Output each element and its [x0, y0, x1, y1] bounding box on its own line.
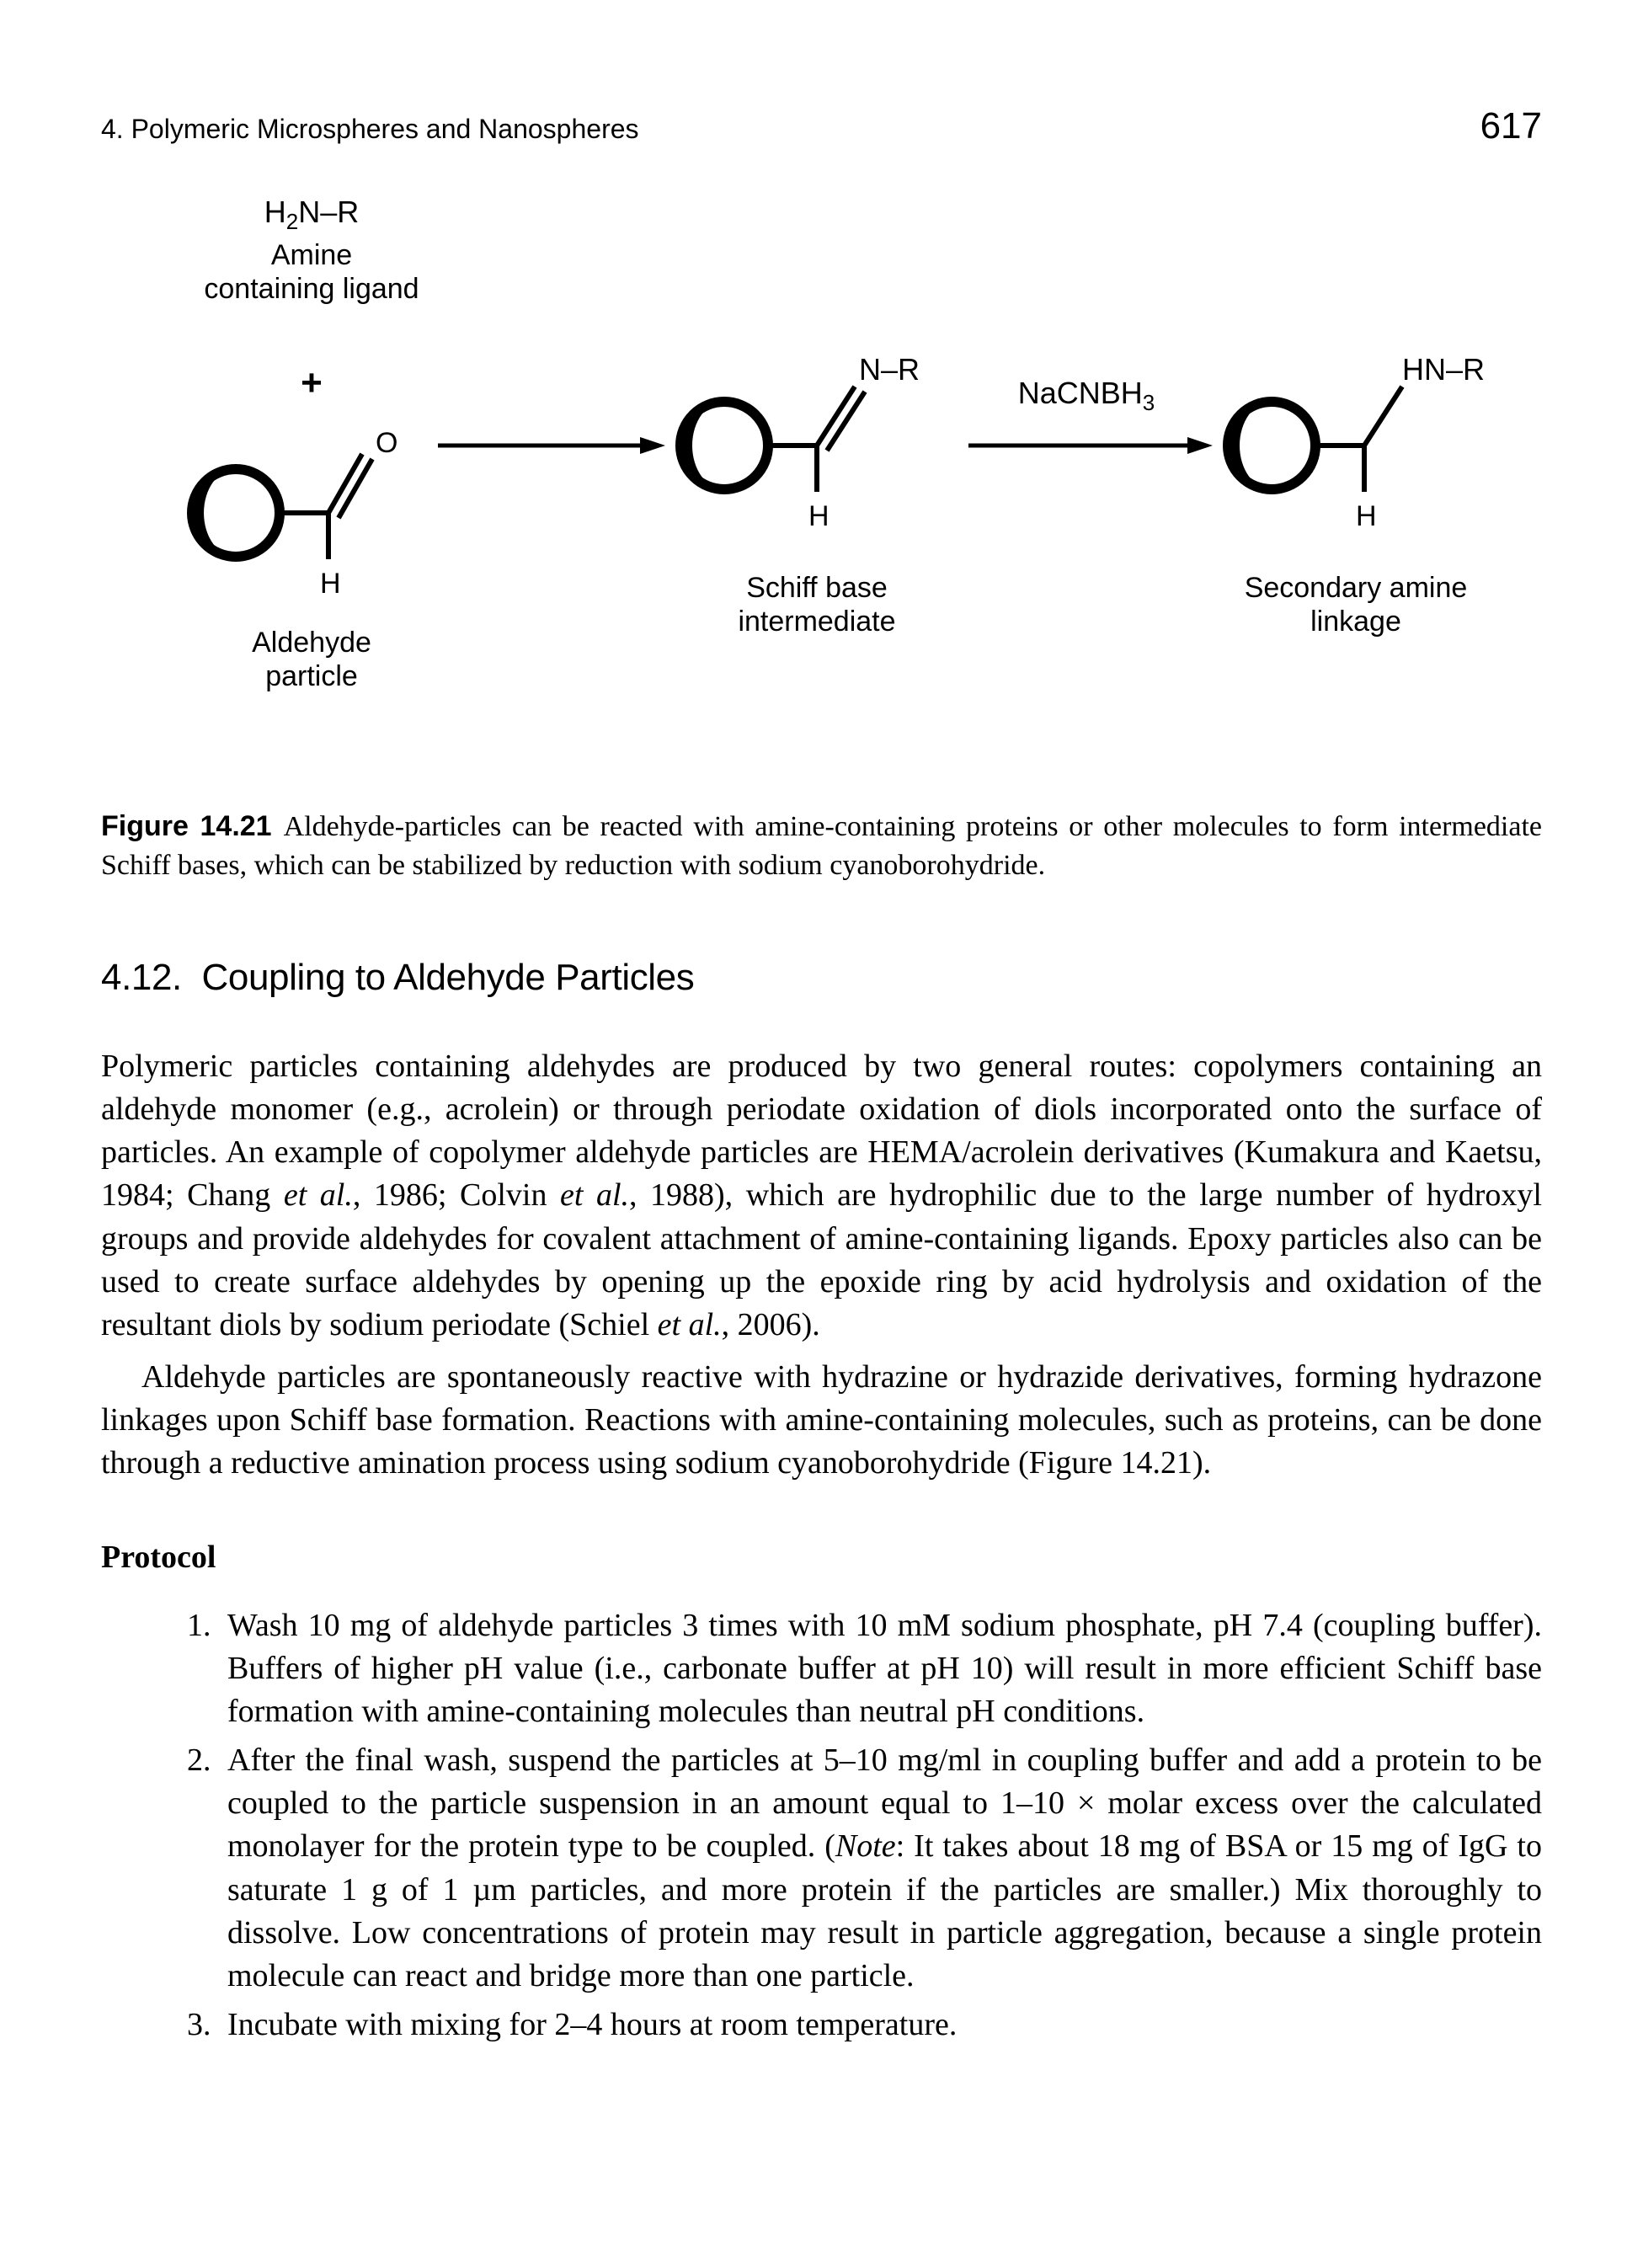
ald-label-2: particle — [265, 660, 358, 692]
amine-label-1: Amine — [271, 239, 352, 271]
plus-sign: + — [301, 362, 323, 403]
body-para-2: Aldehyde particles are spontaneously rea… — [101, 1356, 1542, 1486]
reagent-label: NaCNBH3 — [1018, 376, 1155, 415]
prod-label-2: linkage — [1310, 606, 1401, 638]
ald-h: H — [320, 568, 341, 600]
body-para-1: Polymeric particles containing aldehydes… — [101, 1045, 1542, 1347]
amine-formula: H2N–R — [264, 195, 360, 234]
arrow-1 — [438, 437, 665, 454]
ald-o: O — [376, 427, 397, 459]
aldehyde-particle: O H Aldehyde particle — [192, 427, 397, 692]
figure-caption: Figure 14.21Aldehyde-particles can be re… — [101, 808, 1542, 885]
running-head-left: 4. Polymeric Microspheres and Nanosphere… — [101, 111, 639, 147]
protocol-heading: Protocol — [101, 1536, 1542, 1579]
arrow-2: NaCNBH3 — [968, 376, 1213, 454]
amine-block: H2N–R Amine containing ligand — [204, 195, 419, 305]
protocol-list: Wash 10 mg of aldehyde particles 3 times… — [101, 1604, 1542, 2047]
section-number: 4.12. — [101, 957, 182, 998]
prod-hnr: HN–R — [1402, 352, 1485, 387]
schiff-base: N–R H Schiff base intermediate — [680, 352, 920, 638]
prod-h: H — [1356, 500, 1377, 532]
amine-label-2: containing ligand — [204, 273, 419, 305]
prod-label-1: Secondary amine — [1245, 572, 1468, 604]
running-head: 4. Polymeric Microspheres and Nanosphere… — [101, 101, 1542, 151]
section-heading: 4.12. Coupling to Aldehyde Particles — [101, 953, 1542, 1002]
product: HN–R H Secondary amine linkage — [1228, 352, 1485, 638]
section-title: Coupling to Aldehyde Particles — [202, 957, 695, 998]
protocol-item: Wash 10 mg of aldehyde particles 3 times… — [219, 1604, 1542, 1734]
scheme-svg: H2N–R Amine containing ligand + O H — [101, 184, 1542, 774]
figure-caption-text: Aldehyde-particles can be reacted with a… — [101, 811, 1542, 881]
int-label-1: Schiff base — [746, 572, 888, 604]
reaction-scheme: H2N–R Amine containing ligand + O H — [101, 184, 1542, 774]
protocol-item: After the final wash, suspend the partic… — [219, 1739, 1542, 1999]
figure-label: Figure 14.21 — [101, 810, 272, 842]
ald-label-1: Aldehyde — [252, 627, 371, 659]
int-h: H — [808, 500, 830, 532]
int-label-2: intermediate — [738, 606, 895, 638]
page: 4. Polymeric Microspheres and Nanosphere… — [0, 0, 1643, 2268]
int-nr: N–R — [859, 352, 920, 387]
protocol-item: Incubate with mixing for 2–4 hours at ro… — [219, 2004, 1542, 2047]
page-number: 617 — [1480, 101, 1542, 151]
